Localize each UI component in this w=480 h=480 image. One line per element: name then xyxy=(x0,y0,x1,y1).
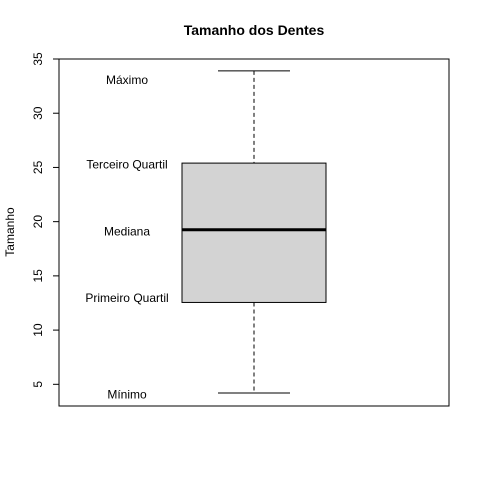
annotation-label: Máximo xyxy=(106,73,148,87)
y-tick-label: 25 xyxy=(31,160,45,174)
annotation-label: Mediana xyxy=(104,225,150,239)
box-plot xyxy=(181,70,327,394)
y-tick-label: 35 xyxy=(31,52,45,66)
y-tick-label: 5 xyxy=(31,381,45,388)
iqr-box xyxy=(181,162,327,303)
annotation-label: Mínimo xyxy=(107,387,147,401)
y-tick-label: 15 xyxy=(31,269,45,283)
y-tick-label: 20 xyxy=(31,215,45,229)
y-tick-label: 30 xyxy=(31,106,45,120)
annotation-label: Primeiro Quartil xyxy=(85,291,168,305)
y-axis-label: Tamanho xyxy=(3,207,17,257)
annotations: Máximo Terceiro Quartil Mediana Primeiro Qu… xyxy=(85,73,168,401)
y-tick-label: 10 xyxy=(31,323,45,337)
chart-title: Tamanho dos Dentes xyxy=(184,22,325,38)
y-axis: 5 10 15 20 25 30 35 xyxy=(31,52,60,388)
annotation-label: Terceiro Quartil xyxy=(86,157,167,171)
